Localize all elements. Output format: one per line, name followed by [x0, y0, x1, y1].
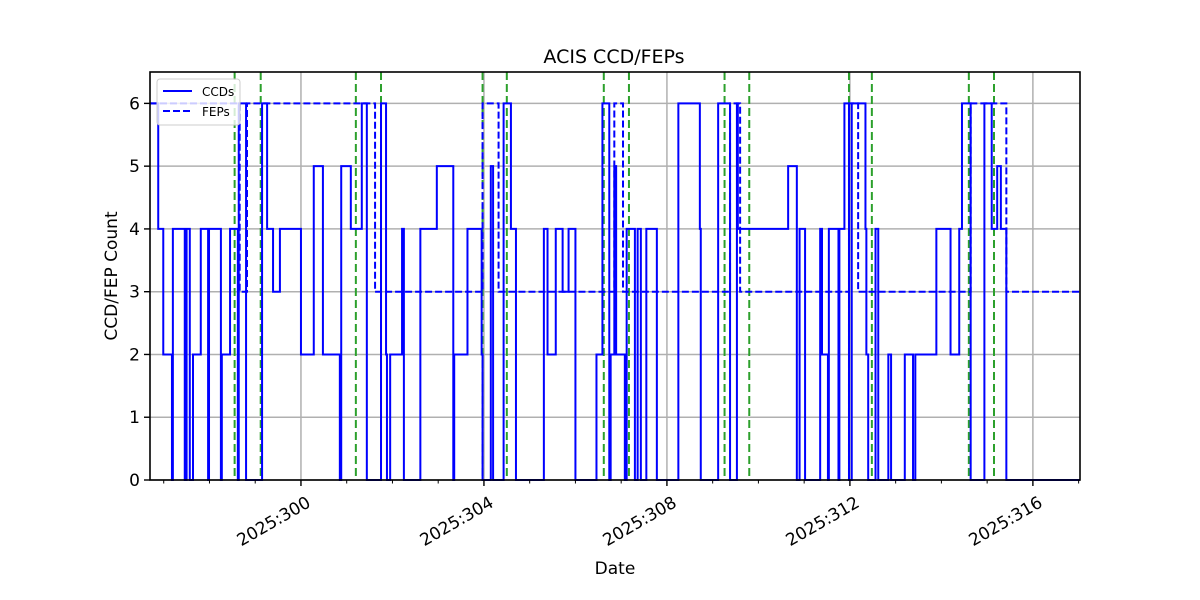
y-tick-label: 3 — [129, 283, 140, 303]
y-tick-label: 6 — [129, 94, 140, 114]
legend-feps-label: FEPs — [202, 105, 230, 119]
series-feps — [150, 102, 1080, 293]
y-axis-label: CCD/FEP Count — [102, 211, 122, 341]
x-tick-label: 2025:316 — [966, 493, 1047, 551]
y-tick-label: 1 — [129, 408, 140, 428]
y-axis-ticks: 0 1 2 3 4 5 6 — [129, 94, 150, 491]
y-tick-label: 0 — [129, 471, 140, 491]
y-tick-label: 2 — [129, 345, 140, 365]
y-tick-label: 5 — [129, 157, 140, 177]
x-tick-label: 2025:304 — [417, 493, 498, 551]
chart-title: ACIS CCD/FEPs — [543, 46, 684, 68]
x-axis-label: Date — [595, 559, 636, 579]
x-tick-label: 2025:312 — [783, 493, 864, 551]
y-tick-label: 4 — [129, 220, 140, 240]
plot-frame — [149, 71, 1081, 481]
legend-ccds-label: CCDs — [202, 85, 234, 99]
legend: CCDs FEPs — [156, 78, 241, 126]
x-axis-ticks: 2025:300 2025:304 2025:308 2025:312 2025:316 — [163, 480, 1080, 551]
x-tick-label: 2025:308 — [600, 493, 681, 551]
x-tick-label: 2025:300 — [234, 493, 315, 551]
